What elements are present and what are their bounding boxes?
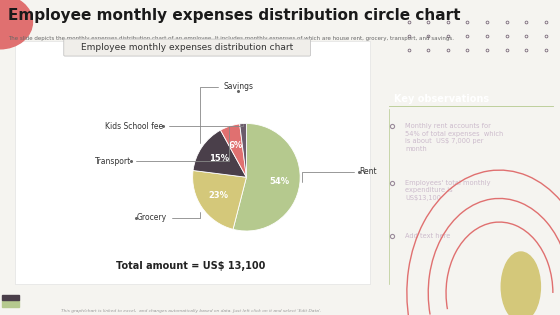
Text: The slide depicts the monthly expenses distribution chart of an employee. It inc: The slide depicts the monthly expenses d… (8, 36, 454, 41)
Wedge shape (193, 170, 246, 229)
Bar (15, 41, 371, 284)
Bar (2, 295, 19, 300)
Text: 15%: 15% (209, 154, 229, 163)
FancyBboxPatch shape (64, 39, 310, 56)
Text: Monthly rent accounts for
54% of total expenses  which
is about  US$ 7,000 per
m: Monthly rent accounts for 54% of total e… (405, 123, 503, 152)
Wedge shape (233, 123, 300, 231)
Text: 23%: 23% (209, 192, 229, 200)
Text: Rent: Rent (302, 167, 377, 181)
Text: Grocery: Grocery (136, 212, 200, 222)
Text: Total amount = US$ 13,100: Total amount = US$ 13,100 (116, 261, 265, 271)
Text: Kids School fee: Kids School fee (105, 122, 243, 131)
Text: 6%: 6% (229, 141, 243, 150)
Wedge shape (240, 123, 246, 177)
Wedge shape (221, 124, 246, 177)
Text: Employee monthly expenses distribution circle chart: Employee monthly expenses distribution c… (8, 8, 460, 23)
Text: 54%: 54% (269, 177, 290, 186)
Bar (2, 300, 19, 307)
Text: This graph/chart is linked to excel,  and changes automatically based on data. J: This graph/chart is linked to excel, and… (60, 309, 321, 313)
Circle shape (501, 252, 540, 315)
Text: Employees' total monthly
expenditure is
US$13,100: Employees' total monthly expenditure is … (405, 180, 491, 201)
Text: Add text here: Add text here (405, 233, 450, 239)
Text: Employee monthly expenses distribution chart: Employee monthly expenses distribution c… (81, 43, 293, 52)
Text: Key observations: Key observations (394, 94, 489, 105)
Text: Transport: Transport (95, 126, 229, 166)
Circle shape (0, 0, 32, 49)
Wedge shape (193, 130, 246, 177)
Text: Savings: Savings (200, 82, 253, 143)
